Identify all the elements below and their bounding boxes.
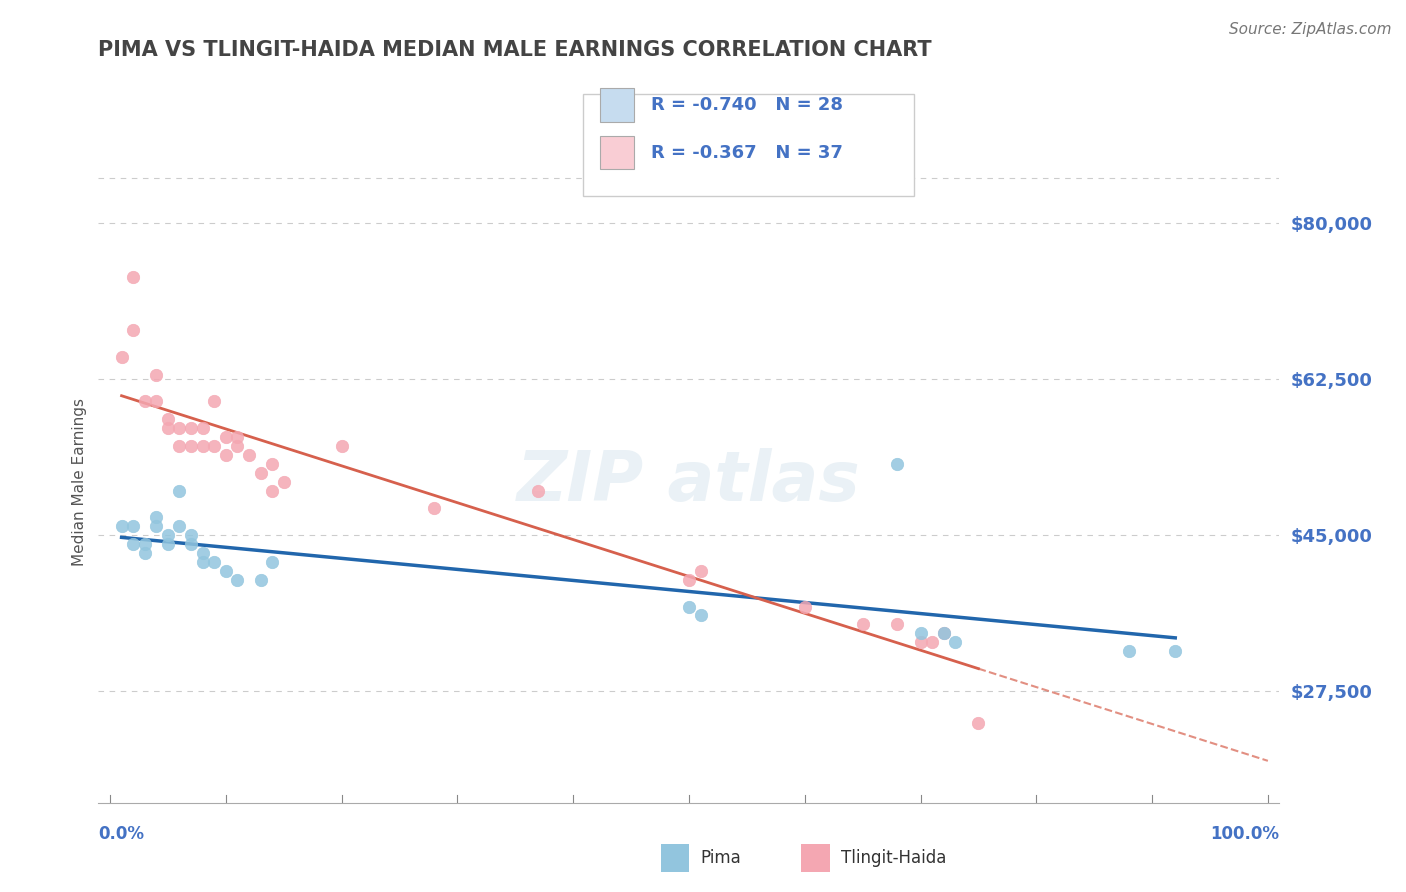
Point [122,269,145,284]
Point [527,483,550,498]
Point [249,573,271,587]
Point [134,546,156,560]
Point [134,394,156,409]
Text: PIMA VS TLINGIT-HAIDA MEDIAN MALE EARNINGS CORRELATION CHART: PIMA VS TLINGIT-HAIDA MEDIAN MALE EARNIN… [98,40,932,60]
Point [921,635,943,649]
Point [180,439,202,453]
Point [145,368,167,382]
Point [145,394,167,409]
Point [180,528,202,542]
Point [886,457,908,471]
Point [180,537,202,551]
Point [122,519,145,533]
Point [191,546,214,560]
Point [967,715,990,730]
Point [910,635,932,649]
Y-axis label: Median Male Earnings: Median Male Earnings [72,398,87,566]
Text: Source: ZipAtlas.com: Source: ZipAtlas.com [1229,22,1392,37]
Point [110,519,132,533]
Point [169,519,191,533]
Point [134,537,156,551]
Point [202,439,225,453]
Point [110,350,132,364]
Point [191,421,214,435]
Point [793,599,815,614]
Point [156,528,179,542]
Point [156,537,179,551]
Text: ZIP atlas: ZIP atlas [517,448,860,516]
Point [156,412,179,426]
Point [215,448,238,462]
Point [1164,644,1187,658]
Point [169,483,191,498]
Point [156,421,179,435]
Point [1118,644,1140,658]
Text: Pima: Pima [700,849,741,867]
Point [423,501,446,516]
Text: Tlingit-Haida: Tlingit-Haida [841,849,946,867]
Point [886,617,908,632]
Point [273,475,295,489]
Point [852,617,875,632]
Point [145,519,167,533]
Point [678,573,700,587]
Point [215,564,238,578]
Point [122,537,145,551]
Point [169,439,191,453]
Point [215,430,238,444]
Point [122,323,145,337]
Point [180,421,202,435]
Point [262,555,284,569]
Text: R = -0.740   N = 28: R = -0.740 N = 28 [651,96,844,114]
Point [226,439,249,453]
Point [226,573,249,587]
Point [932,626,955,640]
Point [262,483,284,498]
Point [238,448,260,462]
Point [262,457,284,471]
Point [226,430,249,444]
Point [191,555,214,569]
Text: 100.0%: 100.0% [1211,825,1279,843]
Point [943,635,966,649]
Text: 0.0%: 0.0% [98,825,145,843]
Point [202,394,225,409]
Point [678,599,700,614]
Point [202,555,225,569]
Point [169,421,191,435]
Point [932,626,955,640]
Text: R = -0.367   N = 37: R = -0.367 N = 37 [651,144,842,161]
Point [191,439,214,453]
Point [689,608,711,623]
Point [910,626,932,640]
Point [689,564,711,578]
Point [330,439,353,453]
Point [249,466,271,480]
Point [145,510,167,524]
